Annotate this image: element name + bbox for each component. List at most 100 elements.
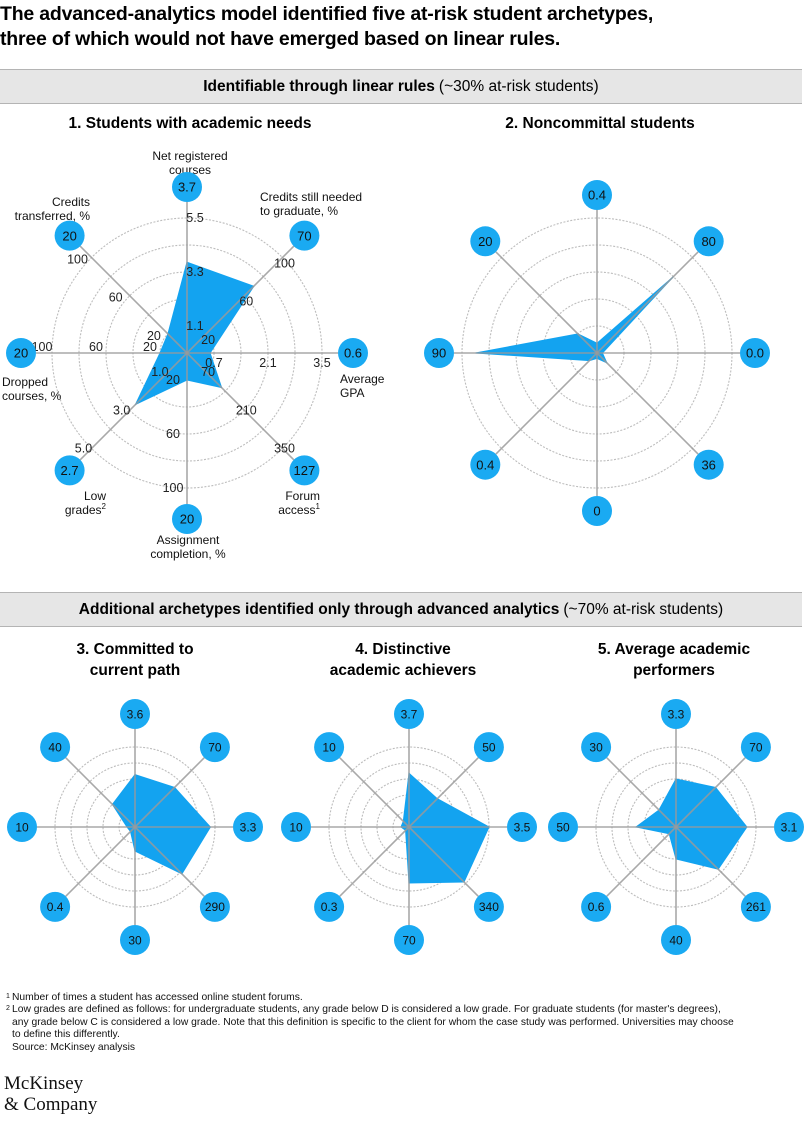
chart2-badge-5 — [470, 449, 501, 480]
chart4-value-label-3: 340 — [479, 900, 499, 914]
axis-label-gpa: Average GPA — [340, 372, 420, 400]
chart1-value-label-3: 127 — [294, 463, 316, 478]
chart3-value-label-7: 40 — [48, 740, 62, 754]
chart4-value-label-1: 50 — [482, 740, 496, 754]
axis-label-low-grades-line-1: Low — [83, 489, 106, 503]
chart5-badge-5 — [581, 891, 612, 922]
logo-line-2: & Company — [4, 1094, 98, 1115]
radar-chart-3: 3.6 70 3.3 290 30 0.4 10 40 — [7, 699, 263, 955]
chart5-value-label-5: 0.6 — [588, 900, 605, 914]
footnote-1: 1 Number of times a student has accessed… — [6, 992, 796, 1004]
chart2-value-label-5: 0.4 — [476, 457, 494, 472]
footnote-2-text: Low grades are defined as follows: for u… — [12, 1004, 721, 1016]
chart4-value-label-6: 10 — [289, 820, 303, 834]
footnote-2-line-3: to define this differently. — [12, 1029, 120, 1041]
chart5-value-label-7: 30 — [589, 740, 603, 754]
footnote-2: 2 Low grades are defined as follows: for… — [6, 1004, 796, 1016]
chart5-badge-2 — [774, 812, 804, 842]
chart1-tick-2-2: 3.5 — [313, 356, 330, 370]
chart2-value-label-1: 80 — [701, 234, 715, 249]
chart1-tick-2-0: 0.7 — [205, 356, 222, 370]
chart2-value-label-6: 90 — [432, 346, 446, 361]
chart1-value-label-4: 20 — [180, 512, 194, 527]
panel-title-3-line-2: current path — [89, 662, 181, 679]
radar-chart-2: 0.4 80 0.0 36 0 0.4 90 20 — [424, 180, 770, 526]
axis-label-gpa-line-1: Average — [340, 372, 385, 386]
chart1-tick-1-0: 20 — [201, 333, 215, 347]
chart4-data-shape — [400, 772, 490, 884]
axis-label-dropped: Dropped courses, % — [2, 375, 92, 403]
footnotes: 1 Number of times a student has accessed… — [6, 992, 796, 1054]
footnote-mark-2: 2 — [101, 502, 106, 511]
chart1-badge-5 — [54, 455, 85, 486]
section-band-advanced-bold: Additional archetypes identified only th… — [78, 600, 560, 618]
axis-label-gpa-line-2: GPA — [340, 386, 365, 400]
chart2-spoke-5 — [495, 352, 598, 455]
source-note: Source: McKinsey analysis — [12, 1041, 136, 1053]
chart4-value-label-2: 3.5 — [514, 820, 531, 834]
chart5-value-label-0: 3.3 — [668, 707, 685, 721]
chart1-tick-0-1: 3.3 — [186, 265, 203, 279]
chart3-spoke-1 — [134, 757, 205, 828]
figure-title: The advanced-analytics model identified … — [0, 2, 800, 52]
chart3-spoke-5 — [65, 826, 136, 897]
chart4-badge-4 — [394, 925, 424, 955]
axis-label-assignment-line-2: completion, % — [150, 547, 226, 561]
chart4-badge-5 — [314, 891, 345, 922]
chart1-badge-0 — [172, 172, 202, 202]
panel-title-5: 5. Average academic performers — [559, 639, 789, 681]
chart1-tick-1-2: 100 — [274, 257, 295, 271]
radar-chart-1: 1.1 3.3 5.5 20 60 100 0.7 2.1 3.5 70 210 350 20 60 100… — [6, 172, 368, 534]
axis-label-low-grades-line-2: grades2 — [30, 502, 106, 518]
title-line-2: three of which would not have emerged ba… — [0, 28, 561, 50]
chart1-tick-1-1: 60 — [239, 295, 253, 309]
chart2-badge-2 — [740, 338, 770, 368]
chart5-value-label-2: 3.1 — [781, 820, 798, 834]
axis-label-credits-needed-line-1: Credits still needed — [260, 190, 363, 204]
chart4-badge-1 — [473, 732, 504, 763]
chart3-badge-7 — [40, 732, 71, 763]
chart4-spoke-7 — [339, 757, 410, 828]
chart2-value-label-2: 0.0 — [746, 346, 764, 361]
chart5-spoke-3 — [675, 826, 746, 897]
logo-line-1: McKinsey — [4, 1073, 84, 1094]
chart4-spoke-1 — [408, 757, 479, 828]
chart3-badge-1 — [199, 732, 230, 763]
chart3-value-label-6: 10 — [15, 820, 29, 834]
chart2-badge-6 — [424, 338, 454, 368]
chart1-value-label-6: 20 — [14, 346, 28, 361]
chart1-tick-5-2: 5.0 — [75, 442, 92, 456]
chart5-value-label-3: 261 — [746, 900, 766, 914]
title-line-1: The advanced-analytics model identified … — [0, 3, 654, 25]
panel-title-3-line-1: 3. Committed to — [76, 641, 194, 658]
axis-label-transferred-line-1: Credits — [51, 195, 90, 209]
panel-title-4-line-1: 4. Distinctive — [355, 641, 451, 658]
chart4-value-label-7: 10 — [322, 740, 336, 754]
chart1-tick-7-2: 100 — [67, 253, 88, 267]
chart1-value-label-7: 20 — [62, 228, 76, 243]
chart1-tick-3-2: 350 — [274, 442, 295, 456]
axis-label-credits-needed: Credits still needed to graduate, % — [260, 190, 400, 218]
chart2-data-shape — [475, 276, 674, 364]
panel-title-1: 1. Students with academic needs — [68, 115, 312, 132]
chart5-value-label-4: 40 — [669, 933, 683, 947]
footnote-2-mark: 2 — [6, 1005, 10, 1013]
axis-label-courses-line-2: courses — [168, 163, 212, 177]
chart1-tick-5-1: 3.0 — [113, 403, 130, 417]
chart3-value-label-4: 30 — [128, 933, 142, 947]
axis-label-forum-line-1: Forum — [285, 489, 320, 503]
chart2-value-label-3: 36 — [701, 457, 715, 472]
chart1-badge-1 — [289, 220, 320, 251]
chart1-tick-2-1: 2.1 — [259, 356, 276, 370]
chart2-badge-4 — [582, 496, 612, 526]
panel-title-5-line-1: 5. Average academic — [597, 641, 751, 658]
chart2-badge-0 — [582, 180, 612, 210]
chart4-value-label-0: 3.7 — [401, 707, 418, 721]
chart1-value-label-2: 0.6 — [344, 346, 362, 361]
chart5-badge-3 — [740, 891, 771, 922]
chart4-badge-0 — [394, 699, 424, 729]
section-band-linear-note: (~30% at-risk students) — [438, 77, 599, 95]
axis-label-forum-text: access — [278, 503, 316, 517]
panel-title-5-line-2: performers — [633, 662, 715, 679]
footnote-2-line-2: any grade below C is considered a low gr… — [12, 1016, 734, 1028]
